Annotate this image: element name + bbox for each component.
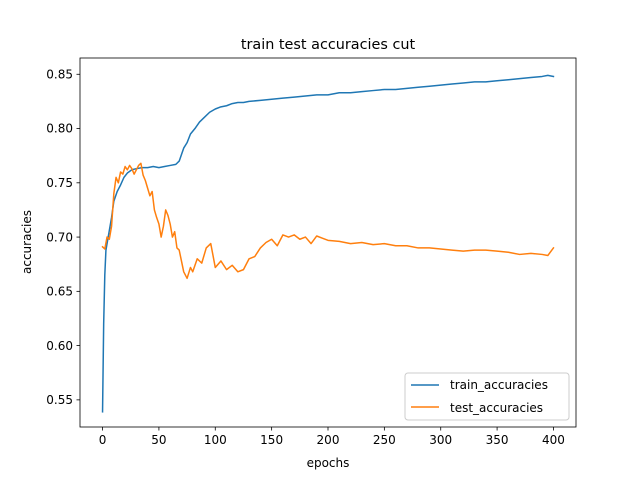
legend: train_accuracies test_accuracies [404,372,570,421]
series-line-train_accuracies [101,74,555,413]
x-axis-ticks: 0 50 100 150 200 250 300 350 400 [99,427,565,447]
y-tick-label: 0.55 [46,393,73,407]
x-tick-label: 50 [151,433,166,447]
y-tick-label: 0.65 [46,285,73,299]
y-axis-label: accuracies [20,210,34,274]
y-tick-label: 0.80 [46,122,73,136]
y-tick-label: 0.75 [46,176,73,190]
legend-box [404,372,570,421]
y-tick-label: 0.85 [46,67,73,81]
x-tick-label: 400 [542,433,565,447]
y-tick-label: 0.70 [46,230,73,244]
x-tick-label: 350 [486,433,509,447]
x-axis-label: epochs [307,456,350,470]
x-tick-label: 200 [317,433,340,447]
x-tick-label: 100 [204,433,227,447]
legend-label-train: train_accuracies [450,378,548,392]
chart-title: train test accuracies cut [241,37,416,53]
x-tick-label: 250 [373,433,396,447]
series-line-test_accuracies [101,162,555,280]
legend-label-test: test_accuracies [450,401,543,415]
y-tick-label: 0.60 [46,339,73,353]
x-tick-label: 0 [99,433,107,447]
series-layer [101,74,555,413]
x-tick-label: 300 [429,433,452,447]
y-axis-ticks: 0.55 0.60 0.65 0.70 0.75 0.80 0.85 [46,67,80,407]
x-tick-label: 150 [260,433,283,447]
